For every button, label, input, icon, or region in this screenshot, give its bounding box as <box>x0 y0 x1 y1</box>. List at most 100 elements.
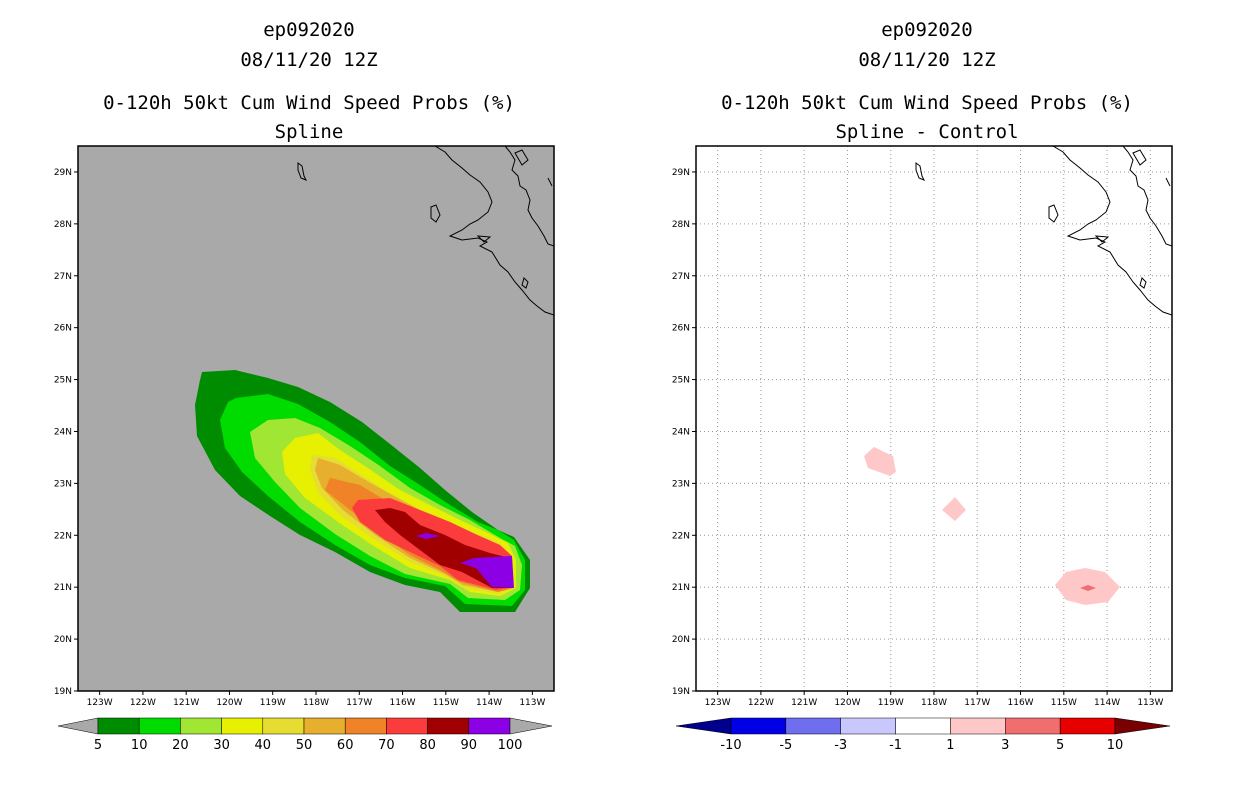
right-x-tick-label-1: 122W <box>748 698 774 708</box>
left-colorbar-label-4: 40 <box>255 738 272 753</box>
right-y-tick-label-5: 24N <box>672 427 690 437</box>
right-storm-id: ep092020 <box>881 19 973 41</box>
left-colorbar-swatch-0 <box>97 717 140 735</box>
right-y-tick-label-6: 23N <box>672 479 690 489</box>
left-colorbar-low-arrow <box>57 717 99 735</box>
left-colorbar-swatch-6 <box>344 717 387 735</box>
left-y-tick-label-9: 20N <box>54 635 72 645</box>
diff-positive-4 <box>1080 585 1096 591</box>
left-colorbar-label-7: 70 <box>378 738 395 753</box>
left-x-tick-label-1: 122W <box>130 698 156 708</box>
diff-positive-1 <box>864 447 896 476</box>
right-subtitle: Spline - Control <box>835 121 1018 143</box>
left-colorbar-label-10: 100 <box>498 738 523 753</box>
right-x-tick-label-8: 115W <box>1051 698 1077 708</box>
right-gridlines <box>696 146 1172 691</box>
right-y-tick-label-1: 28N <box>672 220 690 230</box>
right-colorbar-label-5: 3 <box>1001 738 1009 753</box>
contour-90-100-a <box>460 556 514 588</box>
left-colorbar-swatch-7 <box>386 717 428 735</box>
left-x-tick-label-0: 123W <box>87 698 113 708</box>
right-x-tick-label-2: 121W <box>791 698 817 708</box>
panel-right: ep092020 08/11/20 12Z 0-120h 50kt Cum Wi… <box>672 19 1173 753</box>
left-y-tick-label-4: 25N <box>54 376 72 386</box>
right-x-tick-label-4: 119W <box>878 698 904 708</box>
right-y-tick-label-10: 19N <box>672 687 690 697</box>
right-colorbar-label-0: -10 <box>720 738 741 753</box>
left-colorbar-label-8: 80 <box>419 738 436 753</box>
left-y-tick-label-10: 19N <box>54 687 72 697</box>
right-coastline <box>915 146 1172 316</box>
left-probability-contours <box>195 370 530 612</box>
left-colorbar-swatch-2 <box>180 717 222 735</box>
right-colorbar-swatch-1 <box>785 717 841 735</box>
left-colorbar-swatch-8 <box>427 717 470 735</box>
right-x-tick-label-9: 114W <box>1094 698 1120 708</box>
left-y-tick-label-0: 29N <box>54 168 72 178</box>
right-colorbar-high-arrow <box>1114 717 1171 735</box>
right-colorbar-low-arrow <box>675 717 732 735</box>
left-colorbar-swatch-3 <box>221 717 264 735</box>
right-colorbar-swatch-2 <box>840 717 896 735</box>
right-y-tick-label-7: 22N <box>672 531 690 541</box>
left-title: 0-120h 50kt Cum Wind Speed Probs (%) <box>103 92 515 114</box>
diff-positive-2 <box>942 497 966 521</box>
right-colorbar: -10 -5 -3 -1 1 3 5 10 <box>675 717 1171 753</box>
left-x-tick-label-4: 119W <box>260 698 286 708</box>
contour-90-100-b <box>416 533 440 539</box>
left-colorbar-swatch-4 <box>262 717 305 735</box>
left-x-tick-label-6: 117W <box>346 698 372 708</box>
left-x-tick-label-8: 115W <box>433 698 459 708</box>
right-colorbar-labels: -10 -5 -3 -1 1 3 5 10 <box>720 738 1123 753</box>
right-colorbar-label-3: -1 <box>889 738 902 753</box>
right-y-tick-label-3: 26N <box>672 324 690 334</box>
left-colorbar-label-1: 10 <box>131 738 148 753</box>
left-colorbar-swatches <box>97 717 511 735</box>
left-colorbar-label-6: 60 <box>337 738 354 753</box>
right-x-tick-label-6: 117W <box>964 698 990 708</box>
left-colorbar-label-5: 50 <box>296 738 313 753</box>
left-colorbar-label-3: 30 <box>213 738 230 753</box>
left-y-tick-label-1: 28N <box>54 220 72 230</box>
left-y-tick-label-2: 27N <box>54 272 72 282</box>
right-difference-contours <box>864 447 1120 605</box>
left-x-tick-label-5: 118W <box>303 698 329 708</box>
right-x-tick-label-3: 120W <box>834 698 860 708</box>
left-colorbar-swatch-5 <box>303 717 346 735</box>
right-y-tick-label-8: 21N <box>672 583 690 593</box>
left-colorbar-swatch-1 <box>138 717 181 735</box>
left-x-tick-label-9: 114W <box>476 698 502 708</box>
right-axis-ticks: 123W 122W 121W 120W 119W 118W 117W 116W 115W 114W… <box>672 168 1164 708</box>
right-y-tick-label-4: 25N <box>672 376 690 386</box>
left-storm-id: ep092020 <box>263 19 355 41</box>
left-colorbar-label-2: 20 <box>172 738 189 753</box>
right-x-tick-label-0: 123W <box>705 698 731 708</box>
left-y-tick-label-3: 26N <box>54 324 72 334</box>
left-x-tick-label-3: 120W <box>216 698 242 708</box>
left-colorbar-high-arrow <box>509 717 553 735</box>
left-colorbar: 5 10 20 30 40 50 60 70 80 90 100 <box>57 717 553 753</box>
left-x-tick-label-10: 113W <box>519 698 545 708</box>
panel-left: ep092020 08/11/20 12Z 0-120h 50kt Cum Wi… <box>54 19 555 753</box>
right-colorbar-label-4: 1 <box>946 738 954 753</box>
right-x-tick-label-5: 118W <box>921 698 947 708</box>
right-y-tick-label-9: 20N <box>672 635 690 645</box>
right-x-tick-label-10: 113W <box>1137 698 1163 708</box>
left-subtitle: Spline <box>275 121 344 143</box>
right-y-tick-label-2: 27N <box>672 272 690 282</box>
right-colorbar-swatch-4 <box>950 717 1006 735</box>
left-x-tick-label-2: 121W <box>173 698 199 708</box>
left-axis-ticks: 123W 122W 121W 120W 119W 118W 117W 116W 115W 114W… <box>54 168 546 708</box>
right-colorbar-label-2: -3 <box>834 738 847 753</box>
right-x-tick-label-7: 116W <box>1008 698 1034 708</box>
right-datetime: 08/11/20 12Z <box>858 49 995 71</box>
left-coastline <box>297 146 554 316</box>
left-y-tick-label-8: 21N <box>54 583 72 593</box>
right-colorbar-swatch-6 <box>1059 717 1116 735</box>
right-y-tick-label-0: 29N <box>672 168 690 178</box>
right-colorbar-label-6: 5 <box>1056 738 1064 753</box>
left-colorbar-swatch-9 <box>468 717 511 735</box>
right-title: 0-120h 50kt Cum Wind Speed Probs (%) <box>721 92 1133 114</box>
right-colorbar-label-1: -5 <box>779 738 792 753</box>
